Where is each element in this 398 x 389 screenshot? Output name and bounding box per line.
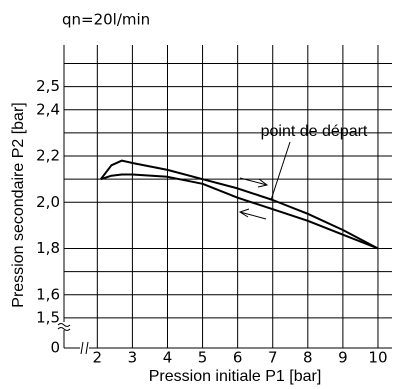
x-tick-label: 8 — [303, 349, 313, 367]
arrows — [238, 177, 269, 220]
y-tick-label: 1,6 — [36, 285, 60, 303]
y-tick-label: 2,5 — [36, 77, 60, 95]
origin-label: 0 — [50, 339, 60, 357]
y-tick-label: 1,5 — [36, 308, 60, 326]
y-tick-label: 2,4 — [36, 100, 60, 118]
x-axis-label: Pression initiale P1 [bar] — [149, 368, 322, 385]
x-tick-label: 9 — [338, 349, 348, 367]
annotation-leader — [270, 141, 291, 201]
y-axis-label: Pression secondaire P2 [bar] — [10, 102, 27, 307]
y-tick-label: 2,2 — [36, 147, 60, 165]
y-tick-label: 2,0 — [36, 193, 60, 211]
x-tick-label: 4 — [163, 349, 173, 367]
x-tick-label: 10 — [368, 349, 387, 367]
x-tick-label: 7 — [268, 349, 278, 367]
x-tick-label: 2 — [93, 349, 103, 367]
x-tick-label: 6 — [233, 349, 243, 367]
annotation: point de départ — [261, 123, 368, 140]
axis-breaks — [57, 322, 89, 355]
x-tick-label: 3 — [128, 349, 138, 367]
data-line — [100, 173, 379, 250]
chart-title: qn=20l/min — [62, 11, 150, 29]
x-tick-label: 5 — [198, 349, 208, 367]
y-tick-label: 1,8 — [36, 239, 60, 257]
data-line — [100, 159, 379, 250]
